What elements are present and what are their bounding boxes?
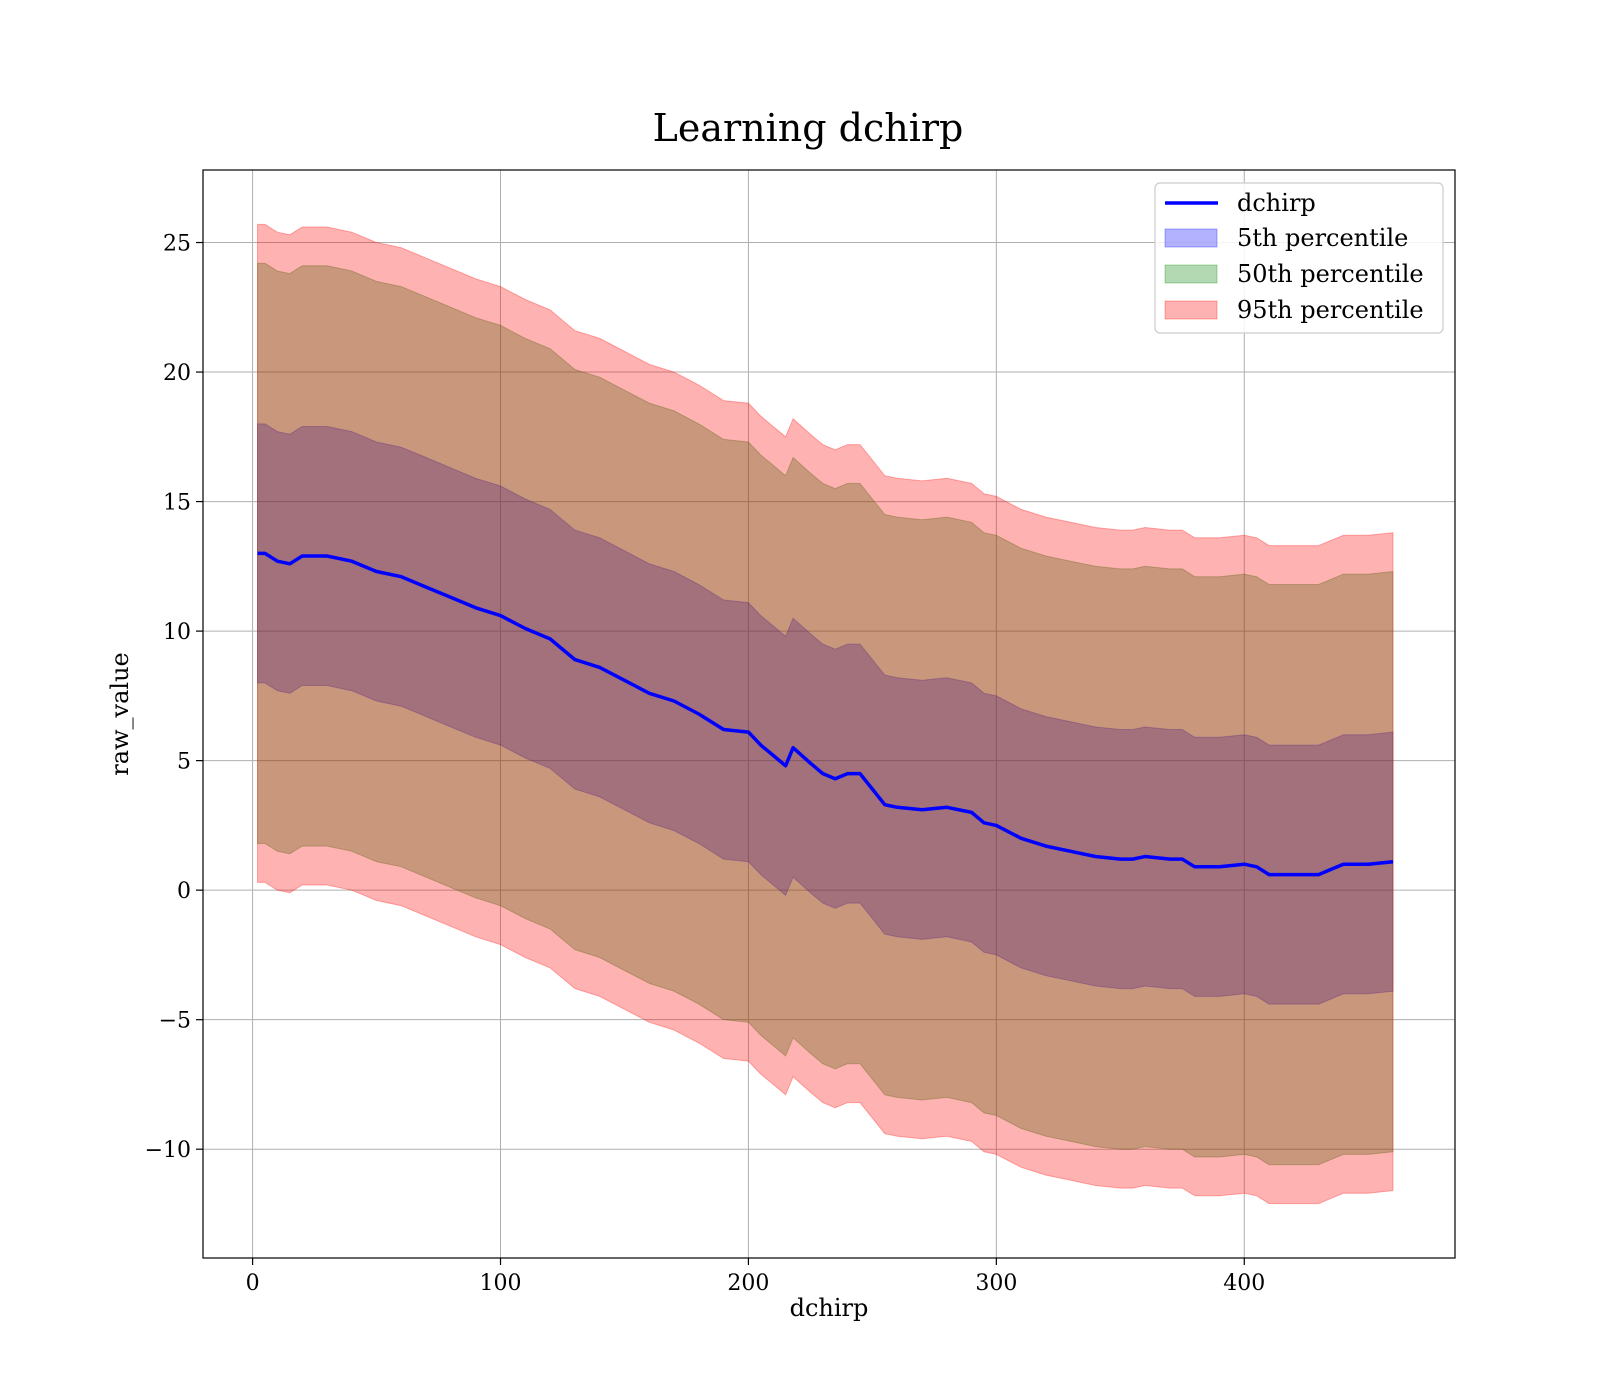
legend-swatch-95th-percentile [1164, 300, 1218, 320]
legend-label-5th-percentile: 5th percentile [1237, 224, 1408, 252]
y-tick-label: 25 [163, 232, 191, 257]
x-tick-label: 400 [1223, 1271, 1265, 1296]
x-axis: 0 100 200 300 400 [246, 1258, 1265, 1296]
legend-label-50th-percentile: 50th percentile [1237, 260, 1424, 288]
legend-swatch-5th-percentile [1164, 228, 1218, 248]
y-axis: −10 −5 0 5 10 15 20 25 [145, 232, 203, 1163]
dchirp-line-layer [257, 551, 1394, 877]
line-dchirp [257, 551, 1394, 877]
legend: dchirp 5th percentile 50th percentile 95… [1154, 182, 1444, 334]
x-tick-label: 200 [727, 1271, 769, 1296]
percentile-bands [257, 223, 1394, 1205]
x-axis-label: dchirp [790, 1294, 869, 1322]
plot-frame [202, 169, 1456, 1259]
y-tick-label: 20 [163, 361, 191, 386]
legend-swatch-50th-percentile [1164, 264, 1218, 284]
x-tick-label: 0 [246, 1271, 260, 1296]
band-50th-percentile [257, 262, 1394, 1166]
y-tick-label: 10 [163, 620, 191, 645]
x-tick-label: 100 [480, 1271, 522, 1296]
y-axis-label: raw_value [106, 652, 134, 776]
y-tick-label: −5 [159, 1009, 191, 1034]
y-tick-label: 5 [177, 750, 191, 775]
band-95th-percentile [257, 223, 1394, 1205]
legend-box [1154, 182, 1444, 334]
x-tick-label: 300 [975, 1271, 1017, 1296]
y-tick-label: 15 [163, 491, 191, 516]
chart-title: Learning dchirp [653, 106, 964, 150]
legend-label-dchirp: dchirp [1237, 189, 1316, 217]
legend-label-95th-percentile: 95th percentile [1237, 296, 1424, 324]
y-tick-label: 0 [177, 879, 191, 904]
y-tick-label: −10 [145, 1138, 191, 1163]
